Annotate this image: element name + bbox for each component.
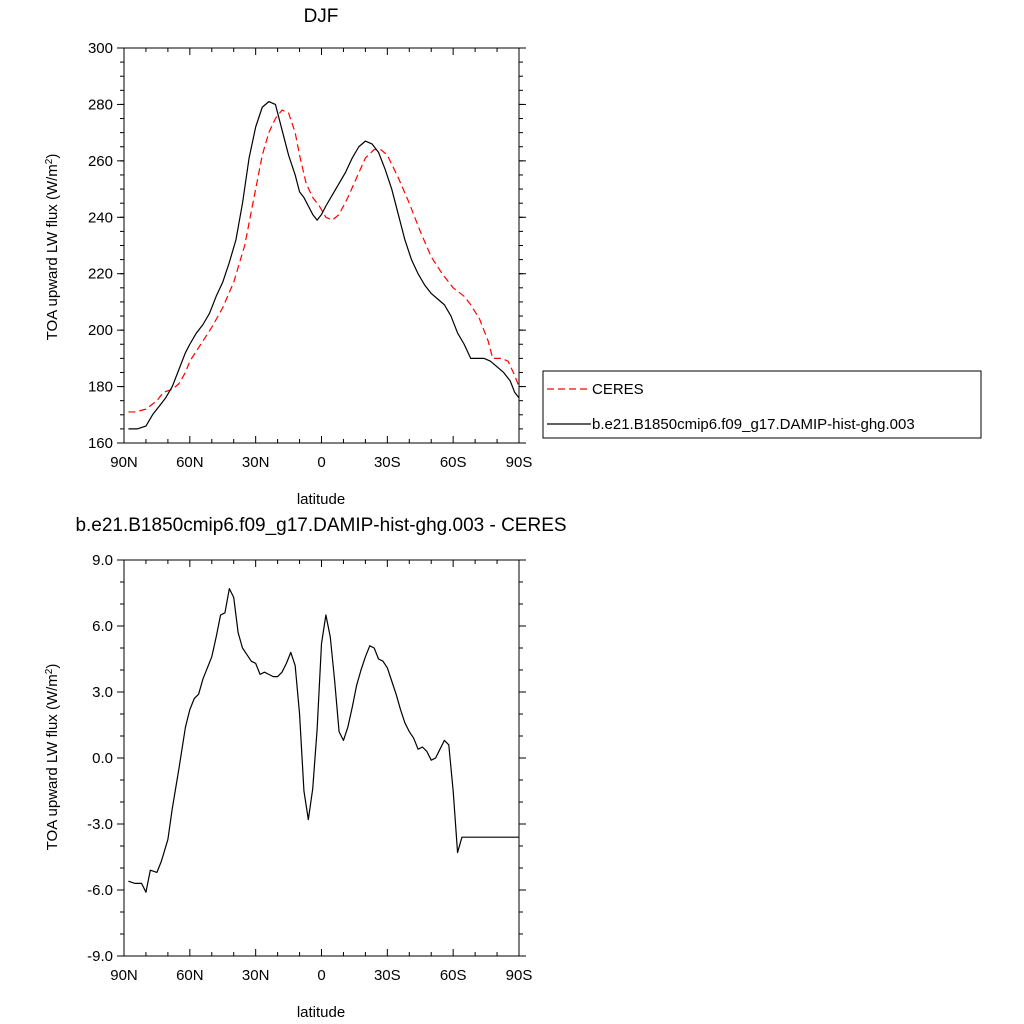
legend: CERES b.e21.B1850cmip6.f09_g17.DAMIP-his… — [542, 370, 982, 439]
bottom-chart-title: b.e21.B1850cmip6.f09_g17.DAMIP-hist-ghg.… — [75, 515, 566, 536]
top-chart-series — [128, 101, 520, 430]
top-series-line-1 — [128, 101, 520, 430]
top-x-tick-label: 60N — [176, 454, 204, 471]
bottom-y-label-main: TOA upward LW flux (W/m — [44, 674, 61, 850]
top-chart-axes: 90N 60N 30N 0 30S 60S 90S 160 180 200 220 240 260 280… — [88, 40, 532, 471]
top-series-line-0 — [128, 109, 520, 413]
top-y-tick-label: 240 — [88, 209, 113, 226]
bottom-y-tick-label: -6.0 — [87, 882, 113, 899]
top-y-tick-label: 280 — [88, 96, 113, 113]
top-y-tick-label: 160 — [88, 435, 113, 452]
top-x-tick-label: 0 — [317, 454, 325, 471]
bottom-y-tick-label: -3.0 — [87, 816, 113, 833]
bottom-y-label-close: ) — [44, 664, 61, 669]
top-y-label-main: TOA upward LW flux (W/m — [44, 164, 61, 340]
top-y-tick-label: 260 — [88, 153, 113, 170]
legend-ceres-label: CERES — [592, 381, 644, 398]
bottom-x-tick-label: 90S — [506, 967, 533, 984]
top-x-tick-label: 60S — [440, 454, 467, 471]
legend-model-label: b.e21.B1850cmip6.f09_g17.DAMIP-hist-ghg.… — [592, 416, 915, 433]
top-x-tick-label: 90S — [506, 454, 533, 471]
bottom-x-tick-label: 30S — [374, 967, 401, 984]
bottom-y-tick-label: 3.0 — [92, 684, 113, 701]
top-y-tick-label: 200 — [88, 322, 113, 339]
bottom-y-tick-label: 0.0 — [92, 750, 113, 767]
bottom-x-tick-label: 90N — [110, 967, 138, 984]
bottom-series-line-0 — [128, 587, 519, 893]
bottom-chart-frame — [123, 559, 520, 957]
bottom-chart-axes: 90N 60N 30N 0 30S 60S 90S -9.0 -6.0 -3.0 0.0 3.0 6.0… — [87, 552, 532, 984]
top-x-tick-label: 30S — [374, 454, 401, 471]
bottom-y-tick-label: -9.0 — [87, 948, 113, 965]
bottom-chart-panel: b.e21.B1850cmip6.f09_g17.DAMIP-hist-ghg.… — [44, 515, 567, 1021]
bottom-chart-y-axis-label: TOA upward LW flux (W/m2) — [44, 664, 62, 851]
bottom-y-tick-label: 9.0 — [92, 552, 113, 569]
bottom-x-tick-label: 0 — [317, 967, 325, 984]
top-y-tick-label: 180 — [88, 379, 113, 396]
bottom-y-tick-label: 6.0 — [92, 618, 113, 635]
bottom-chart-x-axis-label: latitude — [297, 1004, 345, 1021]
top-chart-panel: DJF TOA upward LW flux (W/m2) latitude 9… — [44, 6, 533, 508]
top-chart-title: DJF — [304, 6, 339, 27]
top-y-tick-label: 300 — [88, 40, 113, 57]
top-x-tick-label: 30N — [242, 454, 270, 471]
top-chart-x-axis-label: latitude — [297, 491, 345, 508]
top-y-label-sup: 2 — [44, 158, 55, 164]
bottom-x-tick-label: 60N — [176, 967, 204, 984]
bottom-x-tick-label: 60S — [440, 967, 467, 984]
bottom-y-label-sup: 2 — [44, 668, 55, 674]
top-y-tick-label: 220 — [88, 266, 113, 283]
legend-box — [542, 370, 982, 439]
top-y-label-close: ) — [44, 154, 61, 159]
top-x-tick-label: 90N — [110, 454, 138, 471]
bottom-chart-series — [128, 587, 519, 893]
top-chart-y-axis-label: TOA upward LW flux (W/m2) — [44, 154, 62, 341]
bottom-x-tick-label: 30N — [242, 967, 270, 984]
top-chart-frame — [123, 47, 520, 444]
